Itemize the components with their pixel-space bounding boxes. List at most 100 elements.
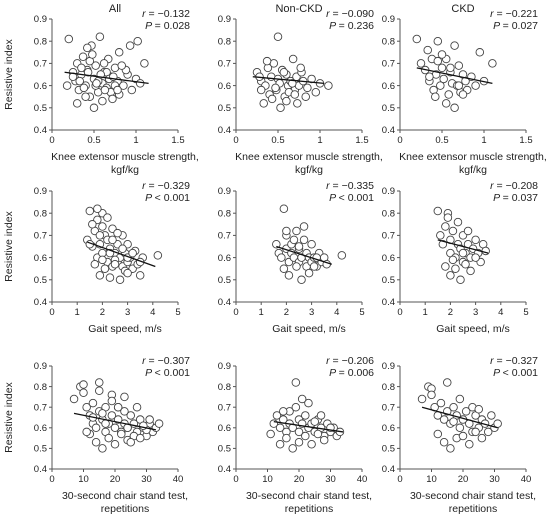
- data-point: [337, 251, 347, 260]
- data-point: [91, 423, 101, 433]
- data-point: [91, 61, 100, 70]
- data-point: [471, 235, 480, 245]
- data-point: [108, 94, 117, 104]
- data-point: [423, 45, 432, 55]
- trendline: [421, 406, 498, 429]
- y-tick-label: 0.9: [34, 186, 47, 197]
- trendline: [87, 241, 156, 268]
- data-point: [275, 423, 285, 433]
- data-point: [444, 90, 453, 99]
- y-tick-label: 0.7: [218, 402, 231, 413]
- data-point: [128, 248, 137, 258]
- x-tick-label: 30: [489, 474, 500, 485]
- stat-r-value: r = −0.090: [326, 8, 374, 20]
- data-point: [288, 54, 298, 64]
- y-tick-label: 0.7: [382, 402, 395, 413]
- data-point: [487, 411, 496, 420]
- y-tick-label: 0.6: [382, 253, 395, 264]
- data-point: [88, 398, 98, 408]
- x-axis-label: Gait speed, m/s: [272, 323, 346, 335]
- data-point: [471, 81, 480, 90]
- y-tick-label: 0.5: [34, 444, 47, 455]
- y-tick-label: 0.9: [218, 361, 231, 372]
- stat-p-value: P < 0.001: [145, 192, 190, 204]
- data-point: [105, 273, 115, 282]
- data-point: [98, 444, 107, 453]
- y-tick-label: 0.5: [34, 103, 47, 114]
- data-point: [465, 440, 474, 449]
- data-point: [88, 50, 97, 59]
- data-point: [273, 32, 283, 42]
- data-point: [118, 244, 127, 253]
- data-point: [113, 402, 123, 412]
- y-tick-label: 0.7: [34, 59, 47, 70]
- x-tick-label: 1: [481, 135, 486, 146]
- y-tick-label: 0.4: [34, 125, 47, 136]
- scatter-panel: 0.4 0.5 0.6 0.7 0.8 0.9 0 0.5 1 1.5 Knee extensor …: [3, 8, 199, 176]
- data-point: [425, 72, 434, 81]
- data-point: [307, 440, 316, 449]
- x-tick-label: 10: [78, 474, 89, 485]
- scatter-panel: 0.4 0.5 0.6 0.7 0.8 0.9 0 0.5 1 1.5 Knee extensor …: [218, 8, 383, 176]
- data-point: [316, 411, 326, 420]
- y-tick-label: 0.6: [382, 81, 395, 92]
- data-point: [135, 79, 145, 88]
- y-tick-label: 0.5: [218, 275, 231, 286]
- x-tick-label: 1.5: [171, 135, 184, 146]
- y-tick-label: 0.9: [218, 186, 231, 197]
- x-axis-label: repetitions: [449, 503, 497, 514]
- data-point: [448, 226, 458, 236]
- stat-p-value: P = 0.028: [145, 20, 190, 32]
- data-point: [120, 407, 129, 416]
- stat-r-value: r = −0.206: [326, 355, 374, 367]
- stat-r-value: r = −0.329: [142, 180, 190, 192]
- scatter-panels: 0.4 0.5 0.6 0.7 0.8 0.9 0 0.5 1 1.5 Knee extensor …: [3, 8, 547, 514]
- data-point: [441, 262, 450, 271]
- data-point: [92, 79, 101, 88]
- data-point: [95, 32, 105, 42]
- data-point: [103, 213, 112, 222]
- data-point: [110, 423, 120, 433]
- data-point: [100, 85, 110, 95]
- data-point: [455, 394, 465, 404]
- scatter-panel: 0.4 0.5 0.6 0.7 0.8 0.9 0 10 20 30 40 30-second cha…: [382, 355, 538, 514]
- y-tick-label: 0.9: [34, 361, 47, 372]
- data-point: [301, 431, 310, 441]
- data-point: [436, 231, 445, 240]
- data-point: [272, 240, 281, 249]
- data-point: [493, 419, 502, 428]
- data-point: [132, 402, 142, 412]
- data-point: [113, 228, 122, 238]
- x-tick-label: 2: [284, 307, 289, 318]
- y-tick-label: 0.5: [382, 275, 395, 286]
- data-point: [101, 419, 110, 428]
- data-point: [75, 76, 84, 86]
- x-tick-label: 0: [397, 135, 402, 146]
- data-point: [461, 260, 470, 269]
- data-point: [297, 275, 306, 285]
- column-title-all: All: [109, 3, 121, 15]
- x-tick-label: 0.5: [435, 135, 448, 146]
- data-point: [477, 433, 487, 443]
- data-point: [93, 204, 102, 214]
- data-point: [98, 96, 107, 106]
- y-tick-label: 0.5: [34, 275, 47, 286]
- data-point: [282, 226, 291, 236]
- x-axis-label: kgf/kg: [295, 164, 323, 176]
- data-point: [448, 255, 458, 265]
- data-point: [259, 99, 268, 108]
- x-axis-label: Gait speed, m/s: [88, 323, 162, 335]
- x-axis-label: repetitions: [285, 503, 333, 514]
- trendline: [252, 76, 325, 85]
- y-tick-label: 0.9: [382, 186, 395, 197]
- data-point: [288, 444, 297, 453]
- data-point: [294, 427, 304, 437]
- data-point: [304, 268, 314, 278]
- data-point: [62, 81, 72, 90]
- data-point: [455, 423, 465, 433]
- scatter-panel: 0.4 0.5 0.6 0.7 0.8 0.9 0 1 2 3 4 5 Gait speed, m/s r…: [382, 180, 538, 335]
- data-point: [117, 61, 126, 70]
- data-point: [438, 240, 448, 249]
- data-point: [79, 380, 88, 389]
- data-point: [290, 90, 300, 99]
